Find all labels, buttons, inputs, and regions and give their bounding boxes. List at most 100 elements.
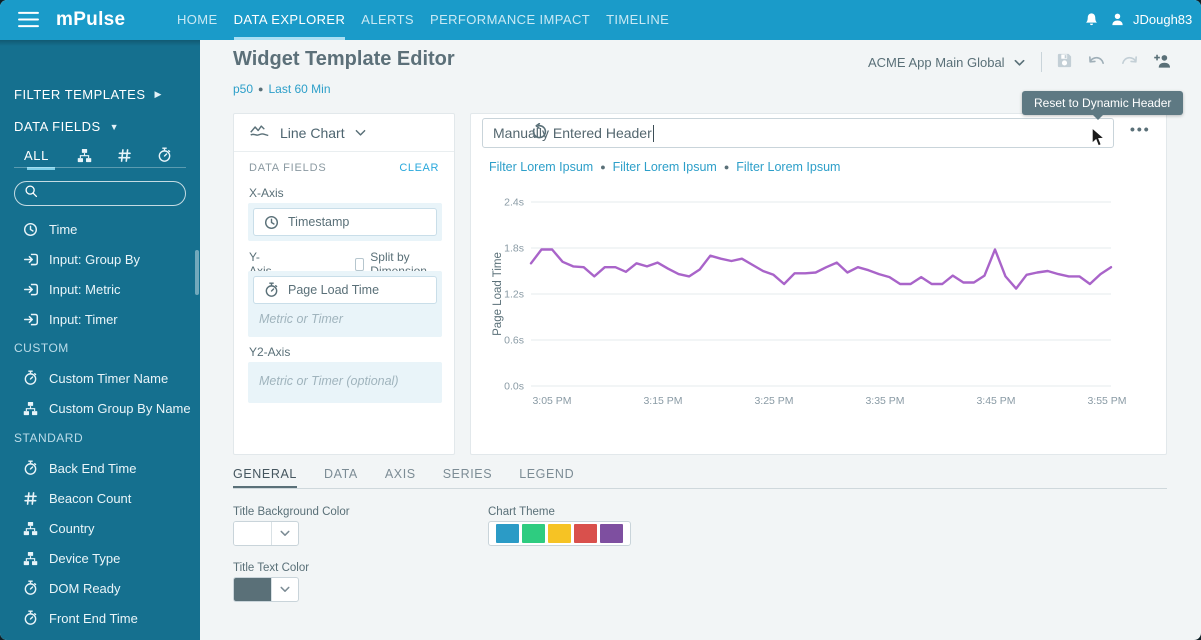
y2-axis-placeholder: Metric or Timer (optional) [259,374,399,388]
data-fields-toggle[interactable]: DATA FIELDS ▼ [14,119,119,134]
data-field-item[interactable]: Front End Time [0,603,200,633]
chevron-down-icon [1014,55,1025,70]
title-bg-color-dropdown[interactable] [233,521,299,546]
data-field-item[interactable]: Input: Group By [0,244,200,274]
sidebar-tab[interactable]: ALL [24,143,64,170]
settings-tabs-divider [233,488,1167,489]
sidebar-filter-tabs: ALL [24,143,184,170]
x-axis-field-chip[interactable]: Timestamp [253,208,437,236]
filter-legend-link[interactable]: Filter Lorem Ipsum [717,160,840,174]
group-by-icon [76,148,93,163]
filter-legend-link[interactable]: Filter Lorem Ipsum [593,160,717,174]
redo-button[interactable] [1120,54,1139,71]
data-field-item[interactable]: Back End Time [0,453,200,483]
theme-color-swatch [548,524,571,543]
y-axis-field-chip[interactable]: Page Load Time [253,276,437,304]
widget-preview-panel: Manually Entered Header ••• Filter Lorem… [470,113,1167,455]
y-tick-label: 2.4s [504,197,524,209]
text-cursor [652,124,654,142]
field-label: Front End Time [49,610,138,626]
hamburger-menu-icon[interactable] [17,11,40,33]
save-button[interactable] [1056,52,1073,72]
settings-tab[interactable]: LEGEND [519,467,575,481]
y-axis-dropzone[interactable]: Page Load Time Metric or Timer [248,271,442,337]
y-axis-title: Page Load Time [492,252,504,336]
toolbar-divider [1040,52,1042,72]
data-fields-list-custom: Custom Timer Name Custom Group By Name [0,363,200,423]
x-axis-dropzone[interactable]: Timestamp [248,203,442,241]
field-label: Back End Time [49,460,137,476]
widget-filters-legend: Filter Lorem Ipsum Filter Lorem Ipsum Fi… [489,160,840,174]
chart-theme-label: Chart Theme [488,506,555,518]
y-axis-placeholder: Metric or Timer [259,312,343,326]
y2-axis-dropzone[interactable]: Metric or Timer (optional) [248,362,442,403]
data-field-item[interactable]: Device Type [0,543,200,573]
title-text-color-dropdown[interactable] [233,577,299,602]
user-avatar-icon[interactable] [1110,12,1125,32]
undo-icon [1087,54,1106,71]
chart-type-dropdown[interactable]: Line Chart [234,114,454,152]
data-field-item[interactable]: Custom Group By Name [0,393,200,423]
settings-tab[interactable]: DATA [323,467,358,481]
share-user-button[interactable] [1153,53,1172,72]
data-field-item[interactable]: ISP [0,633,200,640]
top-navbar: mPulse HOME DATA EXPLORER ALERTS PERFORM… [0,0,1201,40]
data-field-item[interactable]: Country [0,513,200,543]
data-field-item[interactable]: DOM Ready [0,573,200,603]
title-bg-color-label: Title Background Color [233,506,350,518]
sidebar-tab[interactable] [64,143,104,167]
split-by-dimension-checkbox[interactable] [354,257,365,271]
settings-tab[interactable]: SERIES [442,467,493,481]
group-by-icon [22,401,39,416]
field-label: Time [49,221,78,237]
field-label: Custom Group By Name [49,400,191,416]
title-bg-color-swatch [234,522,273,545]
custom-section-label: CUSTOM [14,341,69,355]
x-tick-label: 3:05 PM [532,395,571,407]
data-fields-list-standard: Back End Time Beacon Count Country Devic… [0,453,200,640]
notifications-bell-icon[interactable] [1084,12,1099,32]
save-icon [1056,52,1073,72]
undo-button[interactable] [1087,54,1106,71]
nav-link[interactable]: DATA EXPLORER [233,0,346,40]
data-fields-label: DATA FIELDS [14,119,101,134]
field-label: Beacon Count [49,490,132,506]
widget-more-menu-button[interactable]: ••• [1130,121,1151,137]
header-controls: ACME App Main Global [868,50,1172,74]
data-field-item[interactable]: Custom Timer Name [0,363,200,393]
clear-fields-link[interactable]: CLEAR [399,162,439,174]
chart-theme-dropdown[interactable] [488,521,631,546]
sidebar-search[interactable] [14,181,186,206]
sidebar-scrollbar[interactable] [195,250,199,295]
brand-logo[interactable]: mPulse [56,9,126,30]
filter-templates-toggle[interactable]: FILTER TEMPLATES ▶ [14,87,162,102]
data-field-item[interactable]: Input: Metric [0,274,200,304]
settings-tab[interactable]: GENERAL [233,467,297,489]
filter-legend-link[interactable]: Filter Lorem Ipsum [489,160,594,174]
y-tick-label: 0.0s [504,381,524,393]
chart-type-value: Line Chart [280,124,345,141]
nav-link[interactable]: TIMELINE [606,12,670,27]
username[interactable]: JDough83 [1133,12,1193,27]
reset-icon [531,122,548,143]
search-input[interactable] [44,186,174,201]
theme-color-swatch [522,524,545,543]
hash-icon [22,491,39,506]
clock-icon [263,215,280,230]
nav-link[interactable]: PERFORMANCE IMPACT [430,12,591,27]
nav-link[interactable]: ALERTS [361,12,414,27]
sidebar-tab[interactable] [144,143,184,167]
tab-label: ALL [24,147,49,163]
nav-link[interactable]: HOME [177,12,218,27]
data-field-item[interactable]: Time [0,214,200,244]
app-selector-dropdown[interactable]: ACME App Main Global [868,55,1025,70]
settings-tab[interactable]: AXIS [384,467,416,481]
widget-header-input[interactable]: Manually Entered Header [482,118,1114,148]
x-tick-label: 3:35 PM [865,395,904,407]
data-field-item[interactable]: Input: Timer [0,304,200,334]
data-field-item[interactable]: Beacon Count [0,483,200,513]
chevron-down-icon [272,522,298,545]
sidebar-tab[interactable] [104,143,144,167]
reset-header-button[interactable] [531,122,548,143]
chevron-down-icon [355,124,366,142]
